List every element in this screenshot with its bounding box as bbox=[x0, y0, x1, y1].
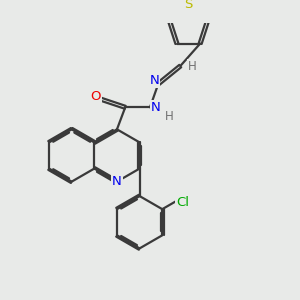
Text: O: O bbox=[90, 90, 101, 103]
Text: N: N bbox=[149, 74, 159, 87]
Text: N: N bbox=[112, 175, 122, 188]
Text: H: H bbox=[165, 110, 174, 123]
Text: N: N bbox=[151, 101, 161, 114]
Text: Cl: Cl bbox=[176, 196, 189, 209]
Text: S: S bbox=[184, 0, 193, 11]
Text: H: H bbox=[188, 59, 196, 73]
